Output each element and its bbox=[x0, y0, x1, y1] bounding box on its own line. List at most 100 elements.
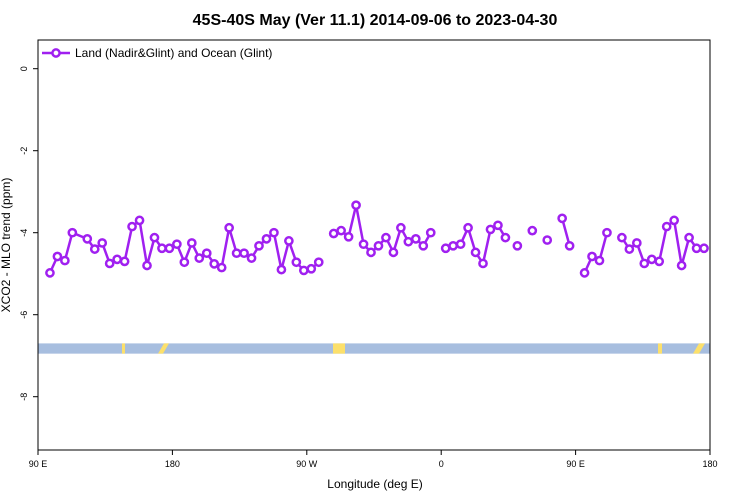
ocean-band bbox=[38, 343, 710, 354]
data-point bbox=[142, 260, 152, 271]
data-point bbox=[579, 268, 590, 278]
land-patch bbox=[158, 343, 169, 354]
data-point bbox=[97, 238, 108, 248]
data-point bbox=[410, 234, 421, 244]
data-point bbox=[691, 243, 702, 254]
data-point bbox=[201, 248, 212, 259]
data-point bbox=[624, 244, 635, 254]
data-point bbox=[209, 259, 220, 269]
data-point bbox=[669, 215, 680, 226]
data-point bbox=[82, 234, 93, 244]
data-point bbox=[684, 232, 694, 243]
data-point bbox=[661, 221, 672, 232]
data-point bbox=[587, 251, 597, 262]
data-point bbox=[306, 263, 317, 274]
data-point bbox=[388, 247, 399, 258]
data-point bbox=[564, 240, 575, 251]
data-point bbox=[478, 258, 488, 269]
data-point bbox=[112, 254, 122, 265]
x-tick-label: 180 bbox=[165, 459, 180, 469]
data-point bbox=[617, 232, 627, 243]
data-point bbox=[298, 265, 309, 276]
x-tick-label: 180 bbox=[702, 459, 717, 469]
legend-label: Land (Nadir&Glint) and Ocean (Glint) bbox=[75, 46, 272, 60]
data-point bbox=[646, 254, 657, 265]
data-point bbox=[631, 238, 642, 248]
y-axis-label: XCO2 - MLO trend (ppm) bbox=[0, 178, 13, 313]
data-point bbox=[500, 232, 511, 243]
x-tick-label: 90 E bbox=[566, 459, 585, 469]
data-point bbox=[676, 260, 687, 271]
x-tick-label: 90 E bbox=[29, 459, 48, 469]
data-point bbox=[216, 262, 227, 273]
data-point bbox=[373, 240, 384, 251]
data-point bbox=[699, 243, 709, 254]
data-point bbox=[104, 258, 115, 269]
data-point bbox=[269, 227, 279, 238]
data-point bbox=[127, 221, 137, 232]
y-tick-label: -8 bbox=[19, 393, 29, 401]
data-point bbox=[276, 264, 287, 275]
data-point bbox=[284, 236, 294, 246]
data-point bbox=[463, 222, 473, 233]
data-point bbox=[351, 200, 361, 211]
data-point bbox=[470, 247, 481, 258]
data-point bbox=[512, 240, 523, 251]
x-axis-label: Longitude (deg E) bbox=[327, 477, 422, 491]
data-point bbox=[557, 213, 568, 224]
data-point bbox=[119, 256, 130, 267]
data-point bbox=[246, 253, 257, 263]
data-point bbox=[313, 257, 324, 268]
y-tick-label: -2 bbox=[19, 147, 29, 155]
data-point bbox=[594, 255, 605, 266]
data-point bbox=[358, 239, 369, 250]
plot-frame bbox=[37, 39, 711, 451]
axes: 90 E 180 90 W 0 90 E 180 0 -2 -4 -6 -8 bbox=[19, 66, 718, 469]
data-point bbox=[328, 228, 339, 239]
data-point bbox=[239, 248, 249, 259]
data-point bbox=[224, 222, 234, 233]
data-point bbox=[542, 235, 553, 245]
data-point bbox=[425, 227, 436, 238]
data-point bbox=[149, 232, 160, 243]
data-point bbox=[194, 253, 205, 263]
land-patch bbox=[693, 343, 705, 354]
data-point bbox=[157, 243, 167, 254]
data-point bbox=[485, 224, 496, 235]
data-point bbox=[455, 239, 466, 250]
data-point bbox=[343, 231, 354, 242]
data-point bbox=[366, 247, 376, 258]
data-point bbox=[164, 243, 175, 254]
data-point bbox=[261, 234, 272, 244]
series-line bbox=[583, 232, 609, 274]
data-point bbox=[179, 257, 190, 268]
data-point bbox=[89, 244, 100, 254]
data-point bbox=[254, 240, 264, 251]
data-point bbox=[418, 240, 429, 251]
data-point bbox=[60, 255, 70, 266]
data-point bbox=[186, 238, 197, 248]
data-point bbox=[448, 240, 458, 251]
data-point bbox=[381, 232, 391, 243]
legend-marker bbox=[51, 48, 61, 58]
data-point bbox=[403, 236, 414, 247]
data-point bbox=[45, 268, 55, 278]
data-point bbox=[493, 220, 503, 231]
data-point bbox=[67, 227, 78, 238]
land-ocean-strip bbox=[38, 343, 710, 354]
data-point bbox=[527, 225, 538, 236]
x-tick-label: 90 W bbox=[296, 459, 318, 469]
land-patch bbox=[333, 343, 345, 354]
data-point bbox=[172, 239, 182, 250]
data-point bbox=[231, 248, 242, 259]
data-point bbox=[602, 227, 612, 238]
land-patch bbox=[658, 343, 662, 354]
y-tick-label: -4 bbox=[19, 229, 29, 237]
legend: Land (Nadir&Glint) and Ocean (Glint) bbox=[42, 46, 272, 60]
data-point bbox=[440, 243, 451, 254]
data-series bbox=[45, 200, 709, 278]
data-point bbox=[336, 225, 346, 236]
data-point bbox=[291, 257, 302, 268]
data-point bbox=[396, 222, 406, 233]
